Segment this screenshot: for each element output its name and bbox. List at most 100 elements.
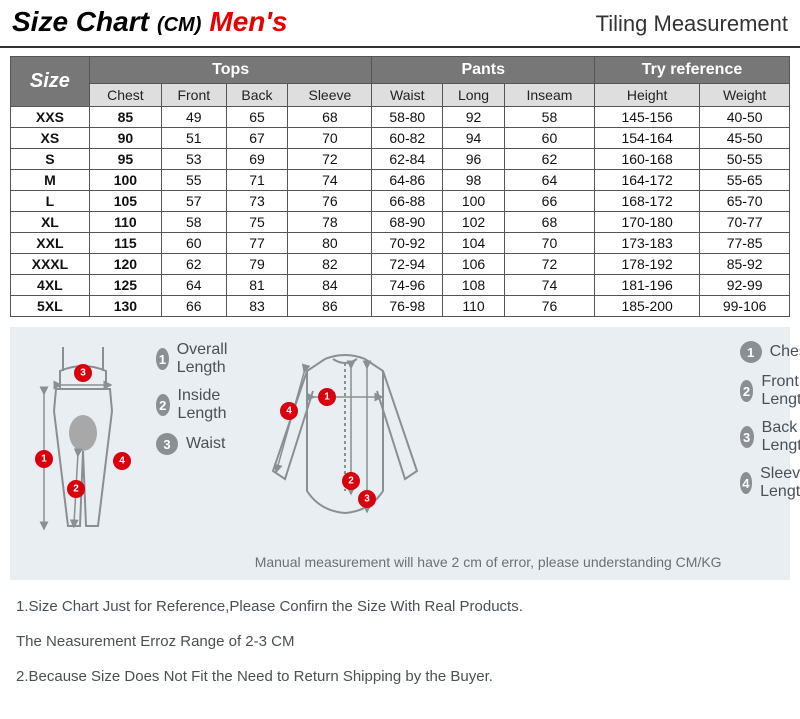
pants-legend-list: 1Overall Length2Inside Length3Waist xyxy=(156,341,237,455)
data-cell: 110 xyxy=(89,212,161,233)
data-cell: 62 xyxy=(504,149,594,170)
data-cell: 60-82 xyxy=(372,128,443,149)
table-row: S9553697262-849662160-16850-55 xyxy=(11,149,790,170)
data-cell: 68 xyxy=(504,212,594,233)
data-cell: 74 xyxy=(288,170,372,191)
data-cell: 100 xyxy=(89,170,161,191)
data-cell: 73 xyxy=(226,191,288,212)
diagram-note: Manual measurement will have 2 cm of err… xyxy=(255,554,722,570)
legend-label: Front Length xyxy=(761,373,800,409)
header-group-cell: Try reference xyxy=(595,57,790,84)
legend-badge: 3 xyxy=(740,426,754,448)
data-cell: 58 xyxy=(504,107,594,128)
data-cell: 70-77 xyxy=(700,212,790,233)
data-cell: 77 xyxy=(226,233,288,254)
table-row: XXL11560778070-9210470173-18377-85 xyxy=(11,233,790,254)
svg-text:1: 1 xyxy=(324,392,330,403)
data-cell: 84 xyxy=(288,275,372,296)
header-left: Size Chart (CM) Men's xyxy=(12,6,288,38)
legend-item: 3Back Length xyxy=(740,419,800,455)
data-cell: 68-90 xyxy=(372,212,443,233)
measurement-diagram-area: 3 1 2 4 1 Overall Length 2 Inside Length 3 Wa… xyxy=(10,327,790,580)
data-cell: 76 xyxy=(288,191,372,212)
data-cell: 100 xyxy=(443,191,505,212)
legend-item: 4 Sleeve Length xyxy=(740,465,800,501)
table-row: M10055717464-869864164-17255-65 xyxy=(11,170,790,191)
data-cell: 72-94 xyxy=(372,254,443,275)
title-gender: Men's xyxy=(209,6,287,38)
data-cell: 85-92 xyxy=(700,254,790,275)
legend-item: 1Chest xyxy=(740,341,800,363)
legend-badge: 1 xyxy=(156,348,169,370)
legend-badge: 2 xyxy=(156,394,170,416)
size-cell: XXL xyxy=(11,233,90,254)
data-cell: 53 xyxy=(161,149,226,170)
data-cell: 178-192 xyxy=(595,254,700,275)
data-cell: 110 xyxy=(443,296,505,317)
data-cell: 79 xyxy=(226,254,288,275)
svg-text:3: 3 xyxy=(364,494,370,505)
data-cell: 72 xyxy=(288,149,372,170)
tops-legend: 1Chest 2 Front Length 3Back Length 4 Sleeve L… xyxy=(740,341,800,511)
header-sub-cell: Front xyxy=(161,84,226,107)
legend-label: Waist xyxy=(186,435,225,453)
svg-text:2: 2 xyxy=(348,476,354,487)
legend-badge: 1 xyxy=(740,341,762,363)
legend-label: Inside Length xyxy=(178,387,237,423)
header-group-cell: Size xyxy=(11,57,90,107)
legend-label: Sleeve Length xyxy=(760,465,800,501)
data-cell: 66-88 xyxy=(372,191,443,212)
header-sub-cell: Waist xyxy=(372,84,443,107)
header-group-cell: Tops xyxy=(89,57,372,84)
data-cell: 58-80 xyxy=(372,107,443,128)
data-cell: 55 xyxy=(161,170,226,191)
data-cell: 67 xyxy=(226,128,288,149)
size-cell: XL xyxy=(11,212,90,233)
data-cell: 68 xyxy=(288,107,372,128)
footnotes: 1.Size Chart Just for Reference,Please C… xyxy=(0,584,800,719)
data-cell: 57 xyxy=(161,191,226,212)
data-cell: 105 xyxy=(89,191,161,212)
data-cell: 64 xyxy=(161,275,226,296)
header-sub-cell: Chest xyxy=(89,84,161,107)
data-cell: 82 xyxy=(288,254,372,275)
data-cell: 70-92 xyxy=(372,233,443,254)
size-cell: 4XL xyxy=(11,275,90,296)
legend-item: 1 Overall Length xyxy=(156,341,237,377)
data-cell: 102 xyxy=(443,212,505,233)
title-unit: (CM) xyxy=(157,14,201,37)
data-cell: 83 xyxy=(226,296,288,317)
data-cell: 71 xyxy=(226,170,288,191)
jersey-svg: 1 2 3 4 xyxy=(255,341,435,541)
legend-label: Overall Length xyxy=(177,341,237,377)
data-cell: 85 xyxy=(89,107,161,128)
data-cell: 81 xyxy=(226,275,288,296)
header-group-row: SizeTopsPantsTry reference xyxy=(11,57,790,84)
data-cell: 74-96 xyxy=(372,275,443,296)
data-cell: 90 xyxy=(89,128,161,149)
data-cell: 65 xyxy=(226,107,288,128)
size-table-wrap: SizeTopsPantsTry reference ChestFrontBac… xyxy=(0,48,800,321)
data-cell: 72 xyxy=(504,254,594,275)
size-cell: XXXL xyxy=(11,254,90,275)
data-cell: 77-85 xyxy=(700,233,790,254)
header-sub-cell: Height xyxy=(595,84,700,107)
data-cell: 154-164 xyxy=(595,128,700,149)
data-cell: 108 xyxy=(443,275,505,296)
data-cell: 185-200 xyxy=(595,296,700,317)
data-cell: 60 xyxy=(161,233,226,254)
tops-legend-list: 1Chest 2 Front Length 3Back Length 4 Sleeve L… xyxy=(740,341,800,501)
title-right: Tiling Measurement xyxy=(596,11,788,37)
header-sub-cell: Inseam xyxy=(504,84,594,107)
legend-badge: 4 xyxy=(740,472,753,494)
data-cell: 130 xyxy=(89,296,161,317)
data-cell: 98 xyxy=(443,170,505,191)
table-row: XS9051677060-829460154-16445-50 xyxy=(11,128,790,149)
data-cell: 168-172 xyxy=(595,191,700,212)
table-row: L10557737666-8810066168-17265-70 xyxy=(11,191,790,212)
data-cell: 120 xyxy=(89,254,161,275)
legend-badge: 2 xyxy=(740,380,754,402)
data-cell: 62 xyxy=(161,254,226,275)
svg-text:4: 4 xyxy=(286,406,292,417)
data-cell: 92 xyxy=(443,107,505,128)
